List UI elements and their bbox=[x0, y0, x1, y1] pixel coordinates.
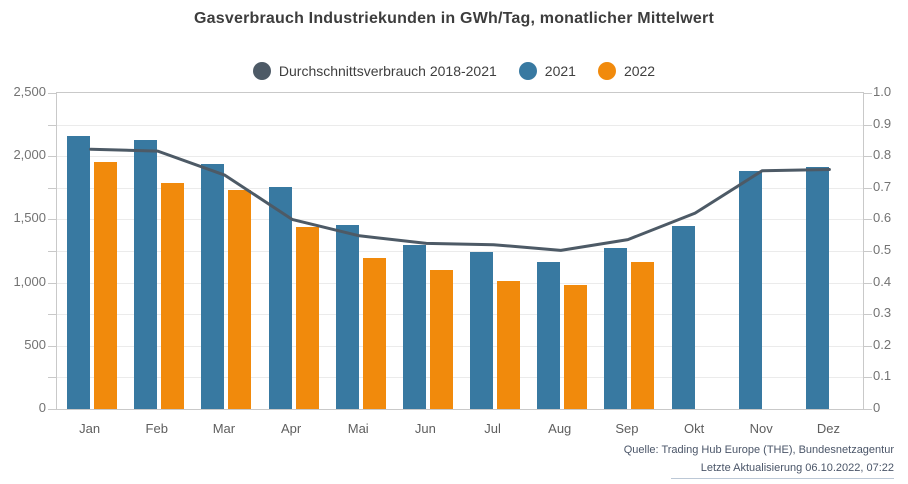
y-axis-right-label: 1.0 bbox=[873, 84, 892, 99]
y-axis-right-label: 0.1 bbox=[873, 368, 892, 384]
legend-marker-icon bbox=[252, 62, 271, 80]
gridline bbox=[57, 346, 863, 347]
x-axis-label-mar: Mar bbox=[212, 421, 236, 436]
source-attribution: Quelle: Trading Hub Europe (THE), Bundes… bbox=[624, 441, 894, 479]
y-axis-right-label: 0 bbox=[873, 400, 881, 415]
bar-2021-jun bbox=[402, 244, 426, 409]
y-axis-left-label: 0 bbox=[38, 400, 46, 415]
legend-label: 2021 bbox=[544, 63, 576, 79]
axis-tick bbox=[864, 156, 872, 157]
legend-item-2022: 2022 bbox=[597, 62, 656, 80]
axis-tick bbox=[48, 409, 56, 410]
axis-tick bbox=[48, 156, 56, 157]
bar-2021-feb bbox=[134, 140, 158, 409]
y-axis-right-label: 0.2 bbox=[873, 336, 892, 352]
y-axis-left-label: 2,000 bbox=[13, 147, 46, 163]
gridline bbox=[57, 188, 863, 189]
axis-tick bbox=[48, 283, 56, 284]
bar-2021-apr bbox=[268, 187, 292, 409]
legend-item-average: Durchschnittsverbrauch 2018-2021 bbox=[252, 62, 497, 80]
legend-label: 2022 bbox=[623, 63, 656, 79]
plot-area bbox=[48, 92, 872, 410]
x-axis-label-mai: Mai bbox=[347, 421, 369, 436]
bar-2022-apr bbox=[295, 226, 319, 409]
gridline bbox=[57, 314, 863, 315]
x-axis-label-feb: Feb bbox=[145, 421, 168, 436]
axis-tick bbox=[864, 314, 872, 315]
bar-2021-jan bbox=[67, 135, 90, 409]
axis-tick bbox=[48, 125, 56, 126]
gridline bbox=[57, 125, 863, 126]
y-axis-left-label: 1,000 bbox=[13, 273, 46, 289]
axis-tick bbox=[864, 346, 872, 347]
bar-2022-mar bbox=[228, 189, 252, 409]
axis-tick bbox=[864, 93, 872, 94]
x-axis-label-jan: Jan bbox=[79, 421, 101, 436]
y-axis-right-label: 0.4 bbox=[873, 273, 892, 289]
axis-tick bbox=[864, 125, 872, 126]
y-axis-right-label: 0.7 bbox=[873, 178, 892, 194]
x-axis-label-jul: Jul bbox=[484, 421, 501, 436]
axis-tick bbox=[864, 188, 872, 189]
bar-2022-sep bbox=[631, 262, 655, 409]
bar-2022-jul bbox=[497, 281, 520, 409]
x-axis-label-sep: Sep bbox=[615, 421, 639, 436]
y-axis-right-label: 0.6 bbox=[873, 210, 892, 226]
axis-tick bbox=[864, 251, 872, 252]
axis-tick bbox=[48, 219, 56, 220]
axis-tick bbox=[48, 251, 56, 252]
bar-2021-okt bbox=[671, 225, 695, 409]
legend-marker-icon bbox=[597, 62, 616, 80]
y-axis-right-label: 0.8 bbox=[873, 147, 892, 163]
bar-2022-jan bbox=[94, 161, 117, 409]
bar-2021-mar bbox=[201, 164, 225, 409]
bar-2022-aug bbox=[564, 285, 588, 409]
bar-2022-feb bbox=[161, 182, 185, 409]
bar-2021-jul bbox=[470, 251, 493, 409]
bar-2021-sep bbox=[604, 247, 628, 409]
axis-tick bbox=[48, 93, 56, 94]
gridline bbox=[57, 219, 863, 220]
x-axis-label-dez: Dez bbox=[816, 421, 840, 436]
y-axis-left-label: 500 bbox=[24, 336, 46, 352]
gridline bbox=[57, 283, 863, 284]
axis-tick bbox=[48, 314, 56, 315]
bar-2021-dez bbox=[805, 166, 829, 409]
y-axis-left-label: 1,500 bbox=[13, 210, 46, 226]
y-axis-right-label: 0.3 bbox=[873, 305, 892, 321]
last-updated-text: Letzte Aktualisierung 06.10.2022, 07:22 bbox=[670, 459, 894, 479]
legend: Durchschnittsverbrauch 2018-2021 2021 2022 bbox=[0, 62, 908, 80]
bar-2022-jun bbox=[429, 269, 453, 409]
y-axis-left-label: 2,500 bbox=[13, 84, 46, 99]
axis-tick bbox=[48, 188, 56, 189]
legend-item-2021: 2021 bbox=[518, 62, 576, 80]
gridline bbox=[57, 377, 863, 378]
y-axis-right-label: 0.9 bbox=[873, 115, 892, 131]
bar-2021-aug bbox=[537, 261, 561, 409]
axis-tick bbox=[864, 283, 872, 284]
x-axis-label-jun: Jun bbox=[414, 421, 436, 436]
bar-2022-mai bbox=[362, 257, 386, 409]
gridline bbox=[57, 156, 863, 157]
bar-2021-nov bbox=[738, 171, 762, 409]
chart-title: Gasverbrauch Industriekunden in GWh/Tag,… bbox=[194, 10, 714, 27]
average-line bbox=[89, 147, 831, 252]
gridline bbox=[57, 251, 863, 252]
legend-label: Durchschnittsverbrauch 2018-2021 bbox=[278, 63, 497, 79]
bar-2021-mai bbox=[335, 225, 359, 409]
legend-marker-icon bbox=[518, 62, 537, 80]
x-axis-label-apr: Apr bbox=[280, 421, 302, 436]
axis-tick bbox=[48, 377, 56, 378]
x-axis-label-aug: Aug bbox=[548, 421, 572, 436]
x-axis-label-nov: Nov bbox=[749, 421, 773, 436]
y-axis-right-label: 0.5 bbox=[873, 242, 892, 257]
axis-tick bbox=[864, 219, 872, 220]
axis-tick bbox=[48, 346, 56, 347]
axis-tick bbox=[864, 409, 872, 410]
source-text: Quelle: Trading Hub Europe (THE), Bundes… bbox=[623, 444, 894, 456]
x-axis-label-okt: Okt bbox=[683, 421, 705, 436]
axis-tick bbox=[864, 377, 872, 378]
